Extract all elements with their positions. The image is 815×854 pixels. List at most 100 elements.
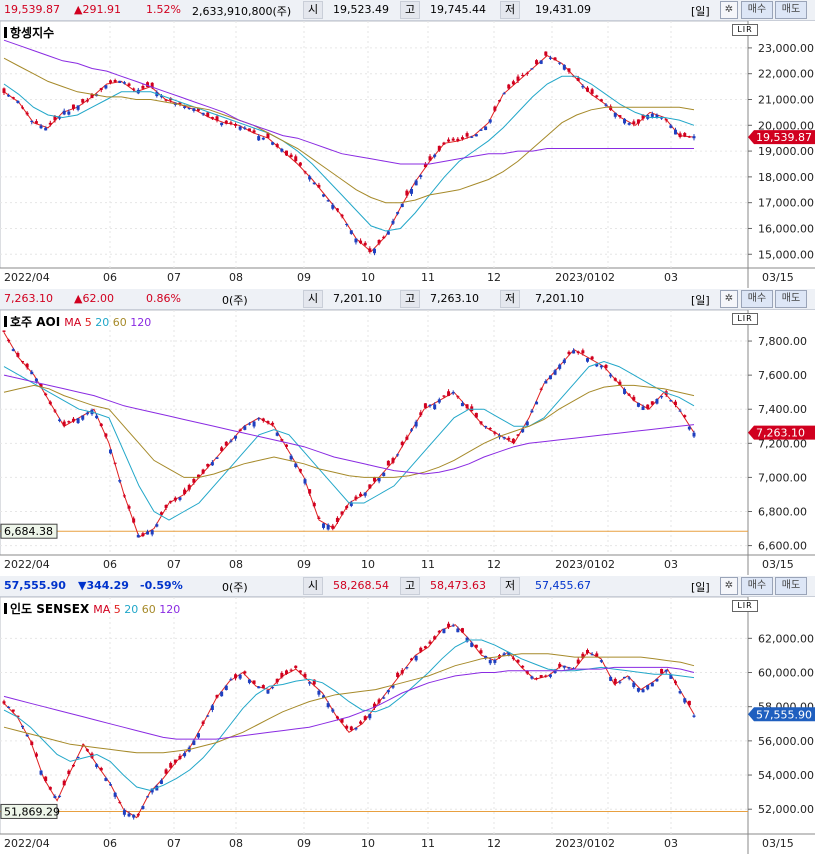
candle-body [224,685,228,691]
candle-body [460,628,464,633]
series-line-ma-120 [3,39,694,165]
quote-header: 57,555.90 ▼344.29 -0.59% 0(주) 시 58,268.54 고 58,… [0,576,815,597]
candle-body [326,200,330,202]
candle-body [104,85,108,89]
candle-body [280,148,284,152]
scale-toggle-icon[interactable]: LIR [732,24,758,36]
candle-body [599,365,603,368]
settings-gear-icon[interactable]: ✲ [720,577,738,595]
candle-body [192,478,196,483]
candle-body [284,150,288,156]
candle-body [377,699,381,703]
candle-body [456,138,460,141]
period-day-label[interactable]: [일] [691,294,710,307]
candle-body [308,489,312,494]
x-tick-label: 03 [664,837,678,850]
scale-toggle-icon[interactable]: LIR [732,600,758,612]
ma-legend-item: 60 [109,316,127,329]
candle-body [655,398,659,404]
buy-button[interactable]: 매수 [741,290,773,308]
sell-button[interactable]: 매도 [775,290,807,308]
x-tick-label: 08 [229,837,243,850]
y-tick-label: 16,000.00 [758,222,814,235]
candle-body [21,107,25,109]
current-price-tag: 57,555.90 [748,707,815,722]
change-percent: -0.59% [140,579,183,592]
candle-body [465,404,469,409]
candle-body [109,784,113,786]
candle-body [562,359,566,364]
candle-body [271,422,275,425]
candle-body [669,125,673,128]
candle-body [201,721,205,724]
candle-body [95,415,99,419]
settings-gear-icon[interactable]: ✲ [720,290,738,308]
series-line-ma-20 [3,75,695,232]
y-tick-label: 7,600.00 [758,369,807,382]
candle-body [308,176,312,180]
candle-body [284,670,288,674]
ma-legend-item: 60 [138,603,156,616]
candle-body [85,412,89,415]
candle-body [359,721,363,724]
candle-body [498,100,502,102]
open-value: 7,201.10 [333,292,382,305]
x-tick-label: 07 [167,837,181,850]
x-tick-label: 03/15 [762,558,794,571]
settings-gear-icon[interactable]: ✲ [720,1,738,19]
candle-body [183,753,187,757]
candle-body [479,650,483,654]
series-line-ma-60 [3,57,695,204]
buy-button[interactable]: 매수 [741,577,773,595]
candle-body [183,106,187,109]
candle-body [150,788,154,793]
high-value: 58,473.63 [430,579,486,592]
candle-body [544,675,548,677]
candle-body [11,97,15,99]
candle-body [294,665,298,668]
candle-body [266,690,270,694]
candle-body [229,122,233,124]
price-chart[interactable]: 6,600.00 6,800.00 7,000.00 7,200.00 7,400.00… [0,310,815,575]
x-tick-label: 2023/01 [555,271,601,284]
candle-body [437,399,441,403]
candle-body [396,212,400,214]
candle-body [335,716,339,719]
candle-body [25,112,29,115]
candle-body [303,171,307,173]
candle-body [474,134,478,137]
x-tick-label: 03 [664,558,678,571]
low-value: 19,431.09 [535,3,591,16]
period-day-label[interactable]: [일] [691,581,710,594]
candle-body [266,421,270,424]
sell-button[interactable]: 매도 [775,577,807,595]
sell-button[interactable]: 매도 [775,1,807,19]
candle-body [396,454,400,456]
period-day-label[interactable]: [일] [691,5,710,18]
scale-toggle-icon[interactable]: LIR [732,313,758,325]
candle-body [544,51,548,56]
candle-body [590,654,594,656]
candle-body [132,814,136,818]
candle-body [442,395,446,397]
candle-body [44,393,48,396]
candle-body [141,533,145,537]
candle-body [525,421,529,426]
candle-body [243,671,247,674]
x-tick-label: 10 [361,271,375,284]
plot-area [0,597,749,835]
candle-body [363,242,367,246]
x-tick-label: 09 [297,271,311,284]
candle-body [289,669,293,671]
buy-button[interactable]: 매수 [741,1,773,19]
price-chart[interactable]: 52,000.0054,000.0056,000.0058,000.0060,0… [0,597,815,854]
candle-body [215,457,219,459]
candle-body [90,93,94,99]
candle-body [224,120,228,124]
candle-body [377,240,381,244]
candle-body [113,80,117,83]
price-chart[interactable]: 15,000.00 16,000.00 17,000.00 18,000.00 19,0… [0,21,815,288]
candle-body [673,401,677,406]
candle-body [484,655,488,659]
candle-body [595,363,599,367]
